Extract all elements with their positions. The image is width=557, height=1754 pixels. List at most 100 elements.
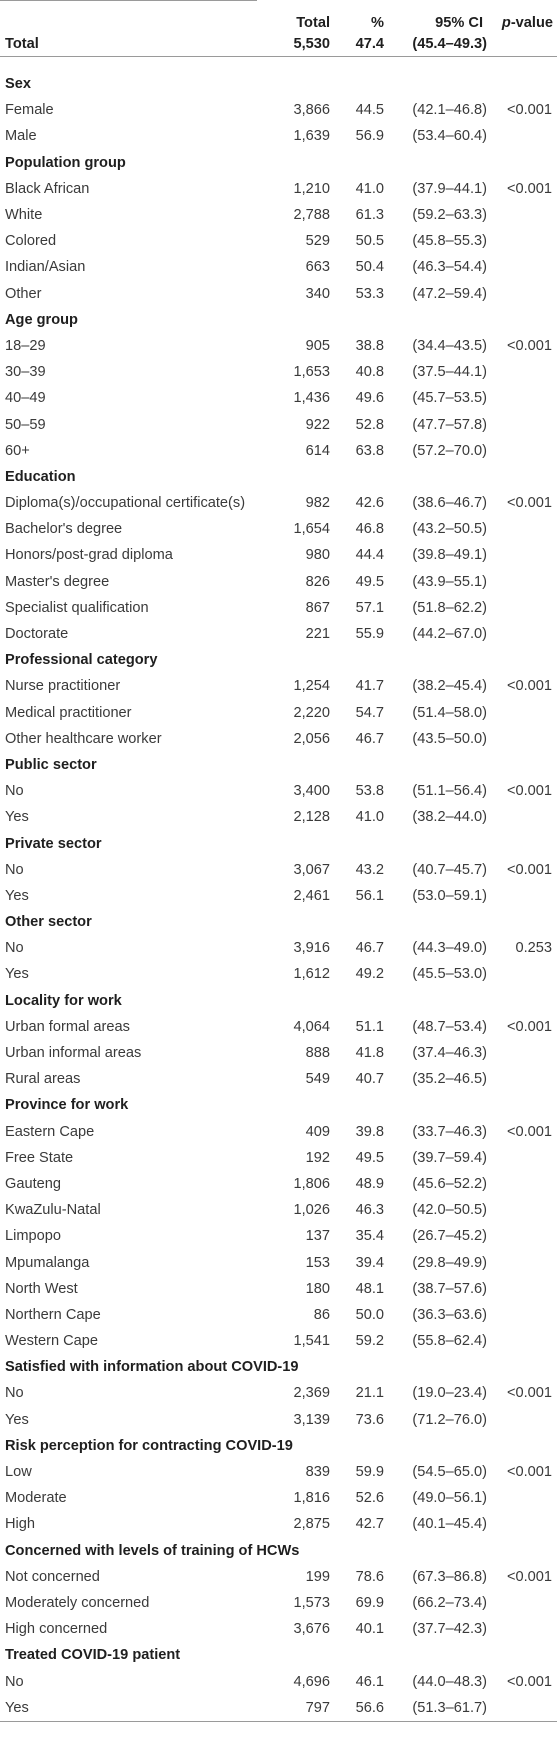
group-title: Private sector <box>5 835 102 852</box>
row-ci: (53.4–60.4) <box>412 128 487 145</box>
row-total: 1,541 <box>293 1333 330 1350</box>
table-row: Gauteng 1,806 48.9 (45.6–52.2) <box>0 1171 557 1197</box>
row-total: 529 <box>305 233 330 250</box>
row-percent: 40.1 <box>355 1621 384 1638</box>
row-percent: 21.1 <box>355 1385 384 1402</box>
row-label: 18–29 <box>5 337 46 354</box>
row-p-value: <0.001 <box>506 1385 552 1402</box>
row-label: Yes <box>5 809 29 826</box>
row-ci: (51.1–56.4) <box>412 783 487 800</box>
row-ci: (37.5–44.1) <box>412 364 487 381</box>
row-p-value <box>489 961 557 987</box>
row-percent: 51.1 <box>355 1018 384 1035</box>
row-percent: 44.4 <box>355 547 384 564</box>
row-percent: 46.8 <box>355 521 384 538</box>
table-row: No 3,067 43.2 (40.7–45.7) <0.001 <box>0 857 557 883</box>
table-row: Free State 192 49.5 (39.7–59.4) <box>0 1145 557 1171</box>
row-p-value <box>489 883 557 909</box>
row-p-value <box>489 542 557 568</box>
group-title: Locality for work <box>5 992 122 1009</box>
row-percent: 43.2 <box>355 861 384 878</box>
row-percent: 50.4 <box>355 259 384 276</box>
group-header-row: Province for work <box>0 1092 557 1118</box>
header-p-value: p-value <box>489 1 557 33</box>
row-label: Free State <box>5 1149 74 1166</box>
group-header-row: Public sector <box>0 752 557 778</box>
row-total: 1,654 <box>293 521 330 538</box>
row-total: 2,461 <box>293 887 330 904</box>
row-total: 888 <box>305 1045 330 1062</box>
table-row: 18–29 905 38.8 (34.4–43.5) <0.001 <box>0 333 557 359</box>
row-p-value <box>489 804 557 830</box>
row-p-value <box>489 516 557 542</box>
row-total: 3,400 <box>293 783 330 800</box>
row-p-value <box>489 1040 557 1066</box>
row-ci: (45.7–53.5) <box>412 390 487 407</box>
row-percent: 46.3 <box>355 1202 384 1219</box>
row-p-value <box>489 228 557 254</box>
spacer-row <box>0 57 557 72</box>
row-p-value <box>489 385 557 411</box>
row-p-value <box>489 254 557 280</box>
row-total: 180 <box>305 1280 330 1297</box>
row-p-value <box>489 281 557 307</box>
row-label: No <box>5 861 24 878</box>
row-total: 3,916 <box>293 940 330 957</box>
table-row: Mpumalanga 153 39.4 (29.8–49.9) <box>0 1249 557 1275</box>
row-p-value <box>489 621 557 647</box>
row-p-value <box>489 411 557 437</box>
row-percent: 48.9 <box>355 1175 384 1192</box>
header-ci: 95% CI <box>435 15 483 31</box>
overall-p-value <box>489 32 557 57</box>
row-label: Diploma(s)/occupational certificate(s) <box>5 495 246 512</box>
row-total: 1,816 <box>293 1490 330 1507</box>
row-label: Colored <box>5 233 57 250</box>
row-percent: 49.6 <box>355 390 384 407</box>
table-row: Eastern Cape 409 39.8 (33.7–46.3) <0.001 <box>0 1119 557 1145</box>
group-title: Sex <box>5 76 31 93</box>
row-p-value <box>489 359 557 385</box>
header-empty-cell <box>0 0 257 32</box>
table-row: Indian/Asian 663 50.4 (46.3–54.4) <box>0 254 557 280</box>
row-percent: 41.8 <box>355 1045 384 1062</box>
row-ci: (44.2–67.0) <box>412 626 487 643</box>
table-row: Not concerned 199 78.6 (67.3–86.8) <0.001 <box>0 1564 557 1590</box>
row-ci: (67.3–86.8) <box>412 1568 487 1585</box>
row-label: High concerned <box>5 1621 108 1638</box>
table-row: Moderately concerned 1,573 69.9 (66.2–73.4) <box>0 1590 557 1616</box>
row-label: North West <box>5 1280 78 1297</box>
table-row: Yes 1,612 49.2 (45.5–53.0) <box>0 961 557 987</box>
row-label: Nurse practitioner <box>5 678 121 695</box>
table-row: Colored 529 50.5 (45.8–55.3) <box>0 228 557 254</box>
row-percent: 46.1 <box>355 1673 384 1690</box>
row-percent: 56.6 <box>338 1694 392 1722</box>
row-label: Female <box>5 102 54 119</box>
row-label: No <box>5 1385 24 1402</box>
row-ci: (37.7–42.3) <box>412 1621 487 1638</box>
group-title: Professional category <box>5 652 158 669</box>
row-label: Gauteng <box>5 1175 61 1192</box>
row-p-value <box>489 726 557 752</box>
row-p-value <box>489 438 557 464</box>
table-row: Doctorate 221 55.9 (44.2–67.0) <box>0 621 557 647</box>
row-percent: 41.7 <box>355 678 384 695</box>
header-total: Total <box>296 15 330 31</box>
row-label: Indian/Asian <box>5 259 86 276</box>
row-total: 905 <box>305 337 330 354</box>
row-label: 30–39 <box>5 364 46 381</box>
table-body: Sex Female 3,866 44.5 (42.1–46.8) <0.001 Male 1… <box>0 57 557 1722</box>
row-percent: 40.7 <box>355 1071 384 1088</box>
table-row: Male 1,639 56.9 (53.4–60.4) <box>0 123 557 149</box>
row-label: 40–49 <box>5 390 46 407</box>
row-p-value <box>489 1485 557 1511</box>
row-ci: (40.7–45.7) <box>412 861 487 878</box>
row-percent: 35.4 <box>355 1228 384 1245</box>
table-row: Rural areas 549 40.7 (35.2–46.5) <box>0 1066 557 1092</box>
row-label: Urban formal areas <box>5 1018 130 1035</box>
row-total: 137 <box>305 1228 330 1245</box>
row-label: Other <box>5 285 42 302</box>
row-p-value <box>489 1066 557 1092</box>
group-title: Population group <box>5 154 126 171</box>
row-label: Yes <box>5 1411 29 1428</box>
row-label: Moderate <box>5 1490 67 1507</box>
